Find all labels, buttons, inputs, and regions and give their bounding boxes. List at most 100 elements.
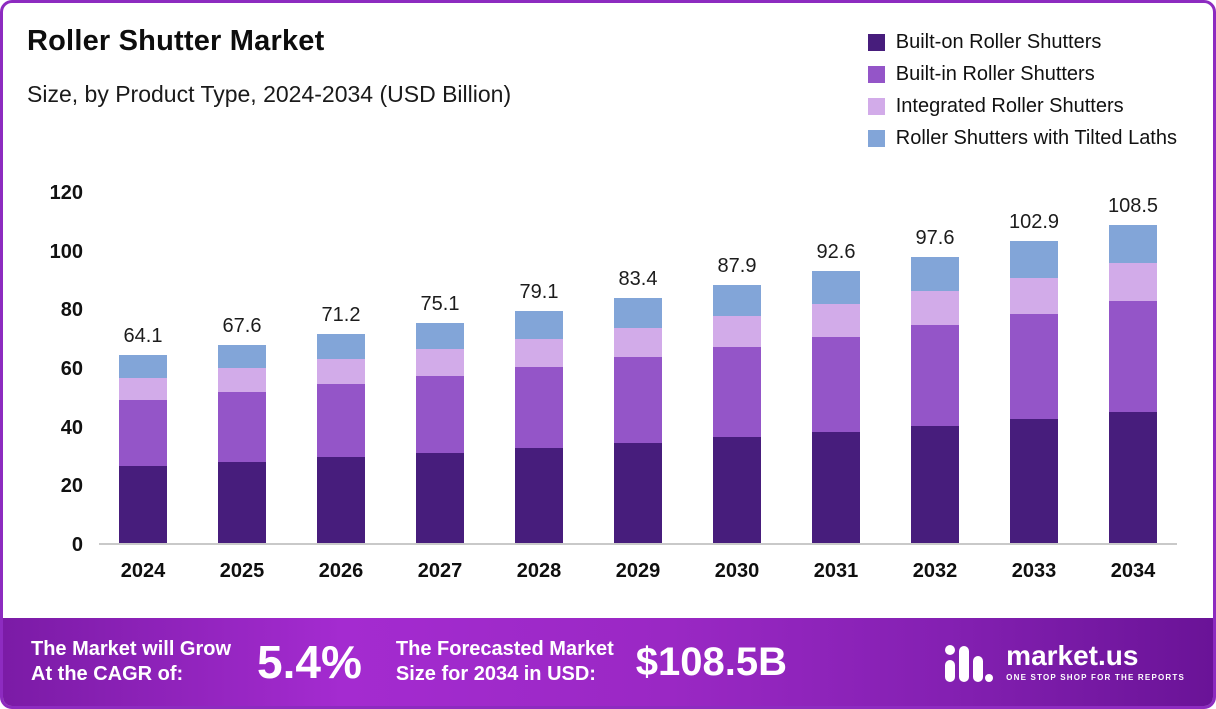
legend-label: Built-in Roller Shutters — [895, 63, 1095, 85]
x-axis-label: 2031 — [813, 560, 859, 582]
bar-segment-built-on — [614, 442, 662, 543]
y-axis-tick: 0 — [71, 534, 83, 556]
forecast-label-line2: Size for 2034 in USD: — [395, 663, 596, 685]
stacked-bar-chart: 0 20 40 60 80 100 120 64.1 2024 67.6 2025 71.2 2026… — [3, 182, 1213, 593]
bar-segment-integrated — [218, 368, 266, 393]
bar-segment-built-on — [416, 452, 464, 543]
bar-segment-built-on — [317, 457, 365, 543]
y-axis-tick: 120 — [49, 182, 83, 204]
bar-segment-integrated — [1109, 262, 1157, 302]
bar-segment-tilted-laths — [713, 285, 761, 317]
legend-swatch-built-in — [867, 66, 885, 83]
bar-segment-integrated — [614, 327, 662, 358]
x-axis-label: 2026 — [318, 560, 364, 582]
bar-segment-built-on — [1109, 412, 1157, 543]
bar-segment-built-in — [614, 357, 662, 443]
cagr-value: 5.4% — [257, 636, 362, 688]
bar-group-2028: 79.1 2028 — [515, 193, 563, 582]
bar-total-label: 83.4 — [618, 268, 658, 291]
bar-total-label: 97.6 — [915, 226, 955, 249]
bar-group-2029: 83.4 2029 — [614, 193, 662, 582]
x-axis-label: 2033 — [1011, 560, 1057, 582]
bar-group-2026: 71.2 2026 — [317, 193, 365, 582]
bar-segment-built-on — [911, 425, 959, 543]
marketus-logo-tagline: ONE STOP SHOP FOR THE REPORTS — [1006, 673, 1185, 682]
bar-segment-built-in — [416, 375, 464, 453]
legend-label: Integrated Roller Shutters — [895, 95, 1124, 117]
x-axis-label: 2024 — [120, 560, 166, 582]
bar-group-2034: 108.5 2034 — [1108, 193, 1158, 582]
marketus-logo-textblock: market.us ONE STOP SHOP FOR THE REPORTS — [1006, 640, 1185, 683]
bar-group-2027: 75.1 2027 — [416, 193, 464, 582]
bar-segment-built-on — [812, 431, 860, 543]
bar-segment-built-in — [119, 400, 167, 466]
bar-group-2030: 87.9 2030 — [713, 193, 761, 582]
bar-group-2033: 102.9 2033 — [1009, 193, 1059, 582]
bar-segment-integrated — [713, 316, 761, 348]
bar-total-label: 102.9 — [1008, 211, 1060, 234]
bar-segment-built-on — [515, 447, 563, 543]
forecast-label: The Forecasted Market Size for 2034 in U… — [396, 637, 614, 687]
cagr-label-line2: At the CAGR of: — [31, 663, 184, 685]
bar-segment-built-on — [218, 461, 266, 543]
bar-total-label: 67.6 — [222, 314, 262, 337]
x-axis-label: 2034 — [1110, 560, 1156, 582]
bar-segment-tilted-laths — [911, 256, 959, 292]
bar-segment-integrated — [1010, 277, 1058, 314]
bar-segment-built-in — [713, 347, 761, 438]
legend-swatch-built-on — [867, 34, 885, 51]
bar-segment-tilted-laths — [515, 311, 563, 339]
bar-segment-built-in — [1109, 301, 1157, 413]
y-axis-tick: 60 — [60, 358, 83, 380]
x-axis-label: 2032 — [912, 560, 958, 582]
marketus-logo-text: market.us — [1006, 640, 1139, 671]
bar-segment-integrated — [812, 303, 860, 337]
bar-segment-built-in — [1010, 313, 1058, 420]
bar-total-label: 75.1 — [420, 292, 460, 315]
page-title: Roller Shutter Market — [27, 25, 325, 57]
bar-group-2031: 92.6 2031 — [812, 193, 860, 582]
bar-total-label: 64.1 — [123, 325, 163, 347]
bar-segment-built-on — [119, 465, 167, 543]
bar-group-2032: 97.6 2032 — [911, 193, 959, 582]
bar-segment-built-in — [911, 325, 959, 426]
x-axis-label: 2030 — [714, 560, 760, 582]
bar-segment-tilted-laths — [614, 298, 662, 328]
bar-total-label: 79.1 — [519, 281, 559, 303]
bar-segment-built-in — [812, 336, 860, 432]
cagr-label: The Market will Grow At the CAGR of: — [31, 637, 231, 687]
legend-swatch-integrated — [867, 98, 885, 115]
y-axis: 0 20 40 60 80 100 120 — [27, 182, 83, 556]
legend-item-built-on: Built-on Roller Shutters — [867, 31, 1177, 54]
x-axis-label: 2025 — [219, 560, 265, 582]
bar-segment-tilted-laths — [218, 344, 266, 369]
bar-total-label: 71.2 — [321, 304, 361, 327]
forecast-label-line1: The Forecasted Market — [395, 638, 614, 660]
bar-total-label: 92.6 — [816, 241, 856, 264]
y-axis-tick: 20 — [60, 475, 83, 498]
bar-segment-integrated — [416, 349, 464, 376]
bar-segment-built-on — [1010, 419, 1058, 543]
bar-segment-tilted-laths — [317, 334, 365, 360]
bar-segment-tilted-laths — [119, 355, 167, 378]
bar-segment-integrated — [911, 291, 959, 326]
marketus-logo: market.us ONE STOP SHOP FOR THE REPORTS — [942, 640, 1185, 684]
bar-segment-tilted-laths — [1109, 224, 1157, 263]
y-axis-tick: 40 — [60, 416, 83, 439]
legend-item-integrated: Integrated Roller Shutters — [867, 95, 1177, 118]
cagr-label-line1: The Market will Grow — [31, 638, 232, 660]
legend-item-built-in: Built-in Roller Shutters — [867, 63, 1177, 86]
bar-segment-integrated — [119, 377, 167, 401]
bar-total-label: 108.5 — [1107, 194, 1159, 217]
x-axis-label: 2028 — [516, 560, 562, 582]
legend-swatch-tilted-laths — [867, 130, 885, 147]
bar-group-2025: 67.6 2025 — [218, 193, 266, 582]
legend: Built-on Roller Shutters Built-in Roller … — [867, 31, 1177, 150]
bar-segment-tilted-laths — [1010, 241, 1058, 278]
bar-segment-built-in — [515, 366, 563, 448]
page-subtitle: Size, by Product Type, 2024-2034 (USD Bi… — [27, 81, 512, 107]
bar-segment-tilted-laths — [416, 322, 464, 350]
plot-area: 64.1 2024 67.6 2025 71.2 2026 75.1 2027 79.1 2028… — [99, 193, 1177, 582]
legend-label: Built-on Roller Shutters — [895, 31, 1102, 53]
